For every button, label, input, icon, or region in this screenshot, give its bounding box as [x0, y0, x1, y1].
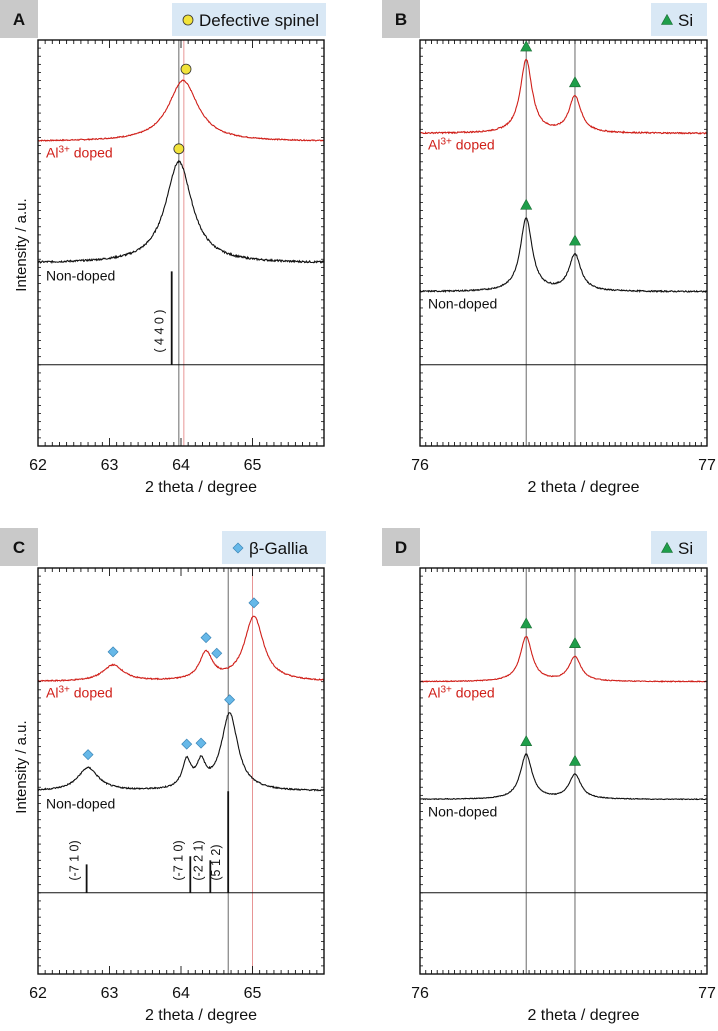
peak-marker [568, 754, 581, 766]
label-al-doped: Al3+ doped [428, 136, 495, 152]
plot-frame [419, 39, 708, 447]
peak-marker [568, 637, 581, 648]
legend-symbol [232, 542, 244, 554]
series-line-non-doped [37, 712, 325, 792]
series-line-non-doped [419, 217, 708, 294]
legend-bg [651, 531, 707, 564]
x-tick-label: 63 [101, 457, 119, 474]
x-tick-label: 63 [101, 985, 119, 1002]
hkl-label: ( 4 4 0 ) [153, 310, 167, 353]
legend-bg [172, 3, 326, 36]
legend-label: Si [678, 539, 693, 558]
peak-marker [568, 76, 581, 88]
legend-label: Si [678, 11, 693, 30]
peak-marker [107, 646, 119, 658]
panel-letter: A [13, 10, 25, 29]
legend-label: Defective spinel [199, 11, 319, 30]
plot-frame [37, 567, 325, 975]
panel-letter-bg [382, 528, 420, 566]
legend: β-Gallia [222, 531, 326, 564]
x-tick-label: 76 [411, 985, 429, 1002]
panel-letter-bg [0, 0, 38, 38]
panel-letter-bg [0, 528, 38, 566]
peak-marker [520, 198, 533, 210]
panel-letter-box: C [0, 528, 38, 566]
series-line-al-doped [37, 79, 324, 142]
label-non-doped: Non-doped [428, 296, 497, 312]
legend-bg [651, 3, 707, 36]
peak-marker [520, 617, 533, 629]
peak-marker [180, 63, 192, 75]
legend: Defective spinel [172, 3, 326, 36]
series-line-al-doped [419, 58, 708, 135]
series-line-non-doped [37, 159, 325, 264]
x-axis-title: 2 theta / degree [145, 479, 257, 496]
legend: Si [651, 531, 707, 564]
peak-marker [248, 597, 260, 609]
series-line-al-doped [37, 615, 325, 683]
plot-frame [419, 567, 708, 975]
peak-marker [173, 143, 185, 155]
hkl-label: (-7 1 0) [68, 840, 82, 880]
label-non-doped: Non-doped [428, 803, 497, 819]
x-tick-label: 76 [411, 457, 429, 474]
label-non-doped: Non-doped [46, 267, 115, 283]
x-tick-label: 77 [698, 457, 716, 474]
panel-letter: C [13, 538, 25, 557]
peak-marker [568, 234, 581, 246]
peak-marker [520, 40, 533, 52]
x-tick-label: 77 [698, 985, 716, 1002]
series-line-non-doped [420, 753, 708, 801]
peak-marker [211, 647, 223, 659]
panel-letter-box: B [382, 0, 420, 38]
legend: Si [651, 3, 707, 36]
x-axis-title: 2 theta / degree [527, 479, 639, 496]
hkl-label: (5 1 2) [209, 844, 223, 880]
x-tick-label: 65 [244, 457, 262, 474]
panel-letter-box: A [0, 0, 38, 38]
peak-marker [195, 737, 207, 749]
panel-letter-bg [382, 0, 420, 38]
panel-letter: D [395, 538, 407, 557]
x-axis-title: 2 theta / degree [527, 1007, 639, 1024]
label-al-doped: Al3+ doped [428, 685, 495, 701]
y-axis-label-bottom: Intensity / a.u. [13, 720, 30, 813]
panel-b: B Si Al3+ doped Non-doped 76 77 2 theta / degr… [382, 0, 716, 496]
hkl-label: (-2 2 1) [191, 840, 205, 880]
x-tick-label: 64 [172, 985, 190, 1002]
panel-letter: B [395, 10, 407, 29]
panel-d: D Si Al3+ doped Non-doped 76 77 2 theta / degr… [382, 528, 716, 1024]
x-axis-title: 2 theta / degree [145, 1007, 257, 1024]
legend-symbol [660, 541, 674, 553]
peak-marker [224, 694, 236, 706]
x-tick-label: 65 [244, 985, 262, 1002]
x-tick-label: 64 [172, 457, 190, 474]
label-al-doped: Al3+ doped [46, 145, 113, 161]
hkl-label: (-7 1 0) [171, 840, 185, 880]
legend-symbol [660, 13, 674, 25]
series-line-al-doped [419, 635, 708, 683]
label-al-doped: Al3+ doped [46, 685, 113, 701]
panel-letter-box: D [382, 528, 420, 566]
y-axis-label-top: Intensity / a.u. [13, 198, 30, 291]
peak-marker [82, 749, 94, 761]
plot-frame [37, 39, 325, 447]
peak-marker [200, 632, 212, 644]
x-tick-label: 62 [29, 985, 47, 1002]
panel-a: A Defective spinel ( 4 4 0 ) Al3+ doped Non-… [0, 0, 326, 496]
peak-marker [181, 738, 193, 750]
label-non-doped: Non-doped [46, 795, 115, 811]
peak-marker [520, 735, 533, 747]
legend-symbol [182, 14, 194, 26]
legend-label: β-Gallia [249, 539, 308, 558]
x-tick-label: 62 [29, 457, 47, 474]
